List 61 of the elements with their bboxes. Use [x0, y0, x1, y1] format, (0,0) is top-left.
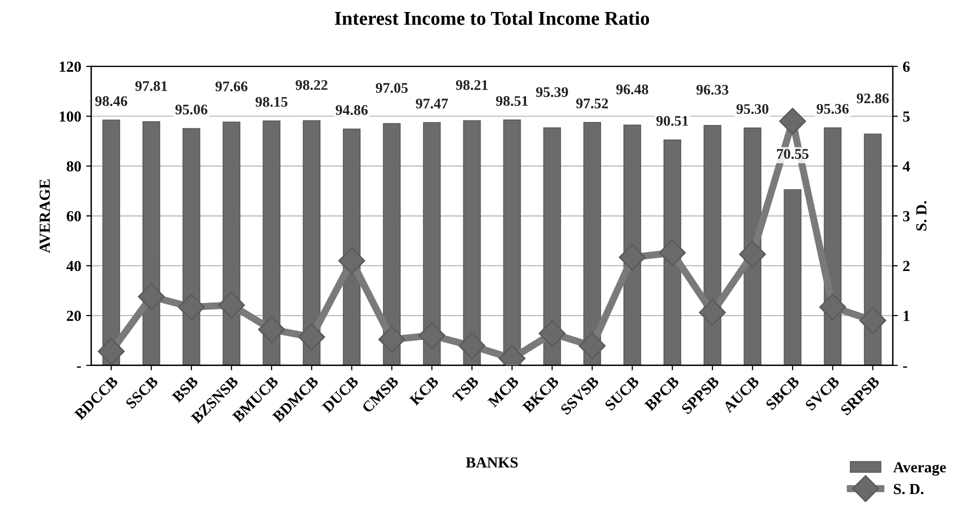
point: [418, 322, 446, 349]
point: [658, 239, 686, 266]
point: [98, 338, 125, 365]
text: 98.22: [296, 80, 328, 90]
text: 96.48: [616, 84, 648, 94]
y2-tick-label: -: [903, 366, 908, 368]
x-tick-label: TSB: [452, 376, 480, 403]
text: 97.47: [416, 98, 448, 109]
y-axis-title: AVERAGE: [40, 179, 50, 253]
text: 95.30: [736, 104, 768, 114]
y-tick-label: 100: [60, 111, 81, 122]
text: 98.46: [95, 96, 128, 106]
point: [258, 316, 286, 343]
y-tick-label: 60: [66, 211, 81, 222]
text: 97.66: [215, 82, 248, 92]
legend-label: S. D.: [894, 484, 924, 494]
y2-tick-label: 3: [903, 211, 910, 222]
y-tick-label: 40: [66, 260, 81, 272]
text: 95.36: [816, 104, 849, 114]
y2-tick-label: 1: [904, 310, 910, 321]
text: 70.55: [777, 149, 808, 159]
text: 95.39: [536, 87, 568, 98]
point: [578, 332, 606, 360]
bar: [784, 189, 802, 366]
y-tick-label: 120: [60, 62, 81, 72]
point: [138, 283, 165, 310]
text: 97.52: [576, 98, 608, 108]
y-tick-label: -: [76, 366, 81, 368]
text: 97.05: [376, 83, 408, 93]
point: [819, 294, 846, 321]
point: [538, 320, 566, 347]
point: [218, 292, 245, 319]
y-tick-label: 80: [66, 161, 81, 172]
text: 94.86: [336, 105, 368, 116]
text: 96.33: [696, 84, 728, 95]
point: [378, 326, 406, 353]
point: [779, 108, 806, 135]
point: [178, 294, 205, 321]
text: 98.15: [256, 96, 288, 107]
point: [739, 240, 766, 268]
point: [698, 299, 726, 326]
y-tick-label: 20: [66, 310, 81, 321]
y2-axis-title: S. D.: [916, 201, 927, 231]
text: 92.86: [856, 93, 889, 104]
text: 90.51: [656, 116, 688, 126]
text: 95.06: [175, 104, 208, 115]
y2-tick-label: 6: [903, 62, 910, 72]
text: 97.81: [135, 81, 167, 92]
chart-title: Interest Income to Total Income Ratio: [334, 11, 650, 25]
x-axis-title: BANKS: [466, 457, 518, 468]
legend-label: Average: [893, 462, 946, 476]
point: [338, 247, 366, 274]
y2-tick-label: 5: [903, 112, 910, 122]
point: [298, 324, 326, 350]
point: [458, 332, 486, 360]
y2-tick-label: 4: [902, 161, 910, 172]
text: 98.21: [456, 80, 488, 90]
y2-tick-label: 2: [903, 260, 910, 272]
text: 98.51: [496, 96, 528, 106]
point: [618, 244, 646, 271]
point: [859, 307, 886, 334]
